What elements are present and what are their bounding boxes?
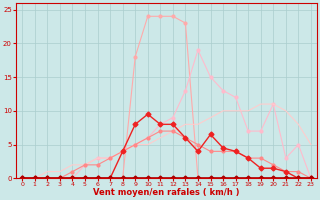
- X-axis label: Vent moyen/en rafales ( km/h ): Vent moyen/en rafales ( km/h ): [93, 188, 240, 197]
